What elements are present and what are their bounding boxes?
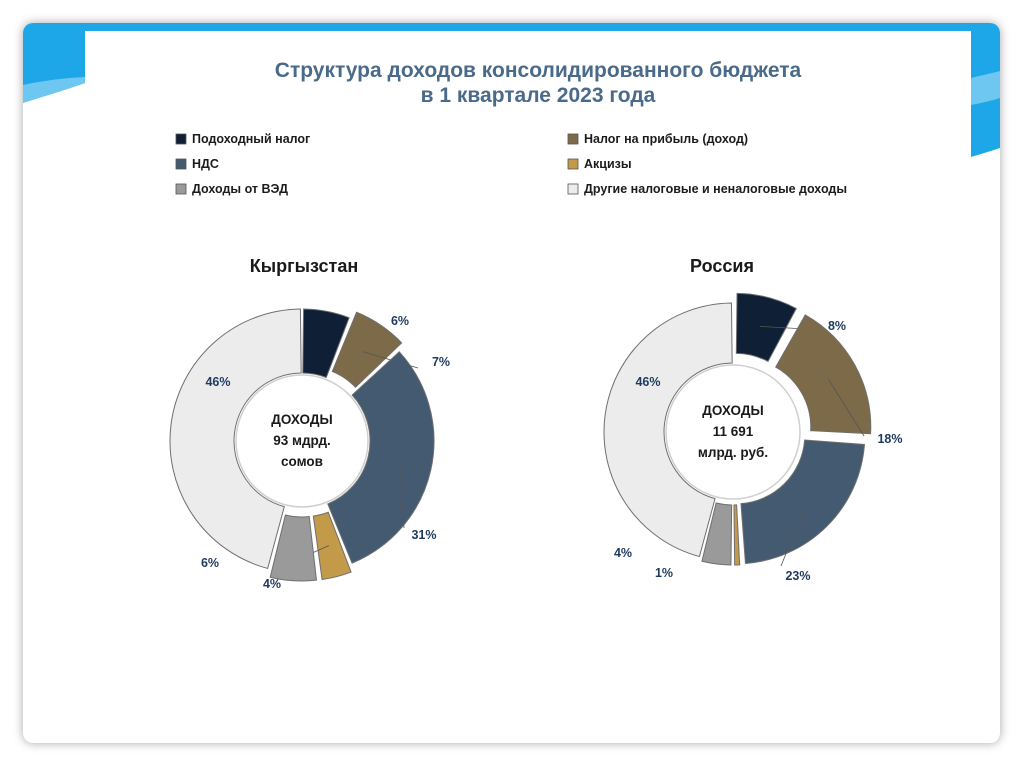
top-left-wave-shape (23, 23, 1000, 103)
chart-title-line-2: в 1 квартале 2023 года (421, 84, 656, 107)
donut-0-data-label-4: 6% (201, 556, 219, 570)
donut-1-center-text-1: 11 691 (713, 424, 754, 439)
chart-subtitle-kyrgyzstan: Кыргызстан (250, 256, 358, 276)
legend-label-left-0: Подоходный налог (192, 132, 310, 146)
legend-swatch-left-1 (175, 158, 187, 170)
donut-1-data-label-3: 1% (655, 566, 673, 580)
legend-swatch-right-0 (567, 133, 579, 145)
donut-1-leader-line-2 (780, 504, 807, 567)
donut-0-data-label-0: 6% (391, 314, 409, 328)
legend-label-right-2: Другие налоговые и неналоговые доходы (584, 182, 847, 196)
donut-1-data-label-2: 23% (785, 569, 810, 583)
chart-subtitle-russia: Россия (690, 256, 754, 276)
donut-chart-kyrgyzstan: 6% 7% 31% 4% 6% 46% ДОХОДЫ 93 мдрд. сомов (169, 308, 450, 591)
donut-1-slice-3 (733, 504, 741, 566)
donut-1-center-text-0: ДОХОДЫ (702, 403, 763, 418)
donut-0-slice-1 (331, 311, 403, 388)
donut-1-data-label-0: 8% (828, 319, 846, 333)
top-left-wave-highlight (23, 77, 85, 103)
legend-swatch-right-1 (567, 158, 579, 170)
legend: Подоходный налог НДС Доходы от ВЭД Налог на… (175, 132, 847, 196)
donut-0-slice-2 (327, 351, 435, 564)
donut-0-center-text-2: сомов (281, 454, 323, 469)
donut-0-data-label-2: 31% (411, 528, 436, 542)
donut-0-data-label-3: 4% (263, 577, 281, 591)
donut-1-slice-4 (701, 502, 733, 566)
top-right-wave-highlight (971, 71, 1000, 105)
donut-0-slice-5 (169, 308, 302, 570)
legend-label-left-2: Доходы от ВЭД (192, 182, 288, 196)
donut-0-leader-line-2 (399, 462, 405, 529)
legend-label-right-1: Акцизы (584, 157, 632, 171)
donut-0-slice-0 (302, 308, 350, 379)
donut-1-slice-1 (775, 314, 872, 435)
frame-decoration (23, 23, 1000, 157)
donut-0-center-text-0: ДОХОДЫ (271, 412, 332, 427)
donut-1-slice-5 (603, 302, 733, 558)
donut-0-center-text-1: 93 мдрд. (273, 433, 331, 448)
legend-label-right-0: Налог на прибыль (доход) (584, 132, 748, 146)
donut-0-slice-4 (269, 514, 318, 582)
donut-0-center-disk (235, 374, 369, 508)
legend-swatch-left-2 (175, 183, 187, 195)
donut-1-slice-2 (740, 439, 866, 565)
donut-1-data-label-4: 4% (614, 546, 632, 560)
donut-0-slice-3 (312, 511, 352, 581)
donut-chart-russia: 8% 18% 23% 1% 4% 46% ДОХОДЫ 11 691 млрд. руб. (603, 292, 903, 583)
chart-title-line-1: Структура доходов консолидированного бюд… (275, 59, 802, 82)
donut-0-data-label-5: 46% (205, 375, 230, 389)
donut-1-leader-line-1 (828, 379, 865, 437)
donut-0-data-label-1: 7% (432, 355, 450, 369)
donut-1-center-disk (665, 364, 801, 500)
legend-swatch-right-2 (567, 183, 579, 195)
legend-swatch-left-0 (175, 133, 187, 145)
donut-1-data-label-5: 46% (635, 375, 660, 389)
donut-1-center-text-2: млрд. руб. (698, 445, 768, 460)
donut-1-data-label-1: 18% (877, 432, 902, 446)
legend-label-left-1: НДС (192, 157, 219, 171)
donut-1-slice-0 (735, 292, 797, 363)
